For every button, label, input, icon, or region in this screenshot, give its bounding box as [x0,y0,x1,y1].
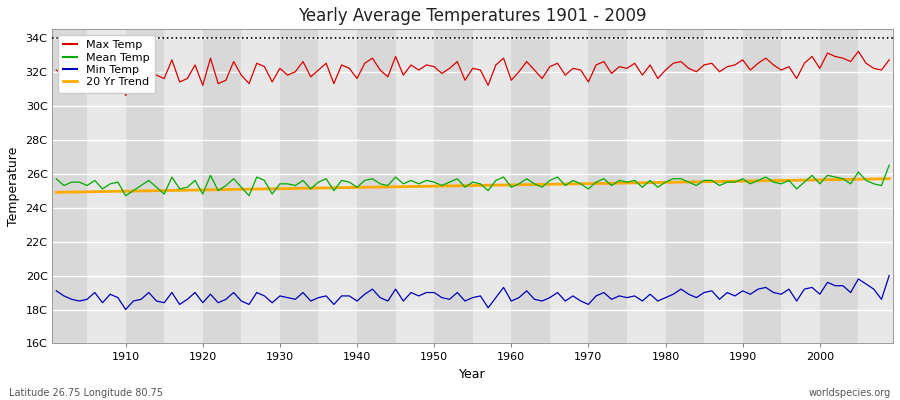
Text: Latitude 26.75 Longitude 80.75: Latitude 26.75 Longitude 80.75 [9,388,163,398]
Bar [820,29,859,344]
Bar [472,29,511,344]
Bar [87,29,126,344]
Bar [434,29,473,344]
Bar [742,29,781,344]
Text: worldspecies.org: worldspecies.org [809,388,891,398]
Bar [859,29,897,344]
Bar [396,29,434,344]
Bar [627,29,665,344]
Bar [241,29,280,344]
Bar [126,29,164,344]
Y-axis label: Temperature: Temperature [7,147,20,226]
Bar [164,29,202,344]
Bar [550,29,589,344]
Title: Yearly Average Temperatures 1901 - 2009: Yearly Average Temperatures 1901 - 2009 [299,7,647,25]
Legend: Max Temp, Mean Temp, Min Temp, 20 Yr Trend: Max Temp, Mean Temp, Min Temp, 20 Yr Tre… [58,35,155,93]
Bar [280,29,319,344]
Bar [319,29,357,344]
Bar [202,29,241,344]
Bar [704,29,742,344]
Bar [589,29,627,344]
Bar [49,29,87,344]
Bar [781,29,820,344]
Bar [665,29,704,344]
X-axis label: Year: Year [459,368,486,381]
Bar [511,29,550,344]
Bar [357,29,396,344]
